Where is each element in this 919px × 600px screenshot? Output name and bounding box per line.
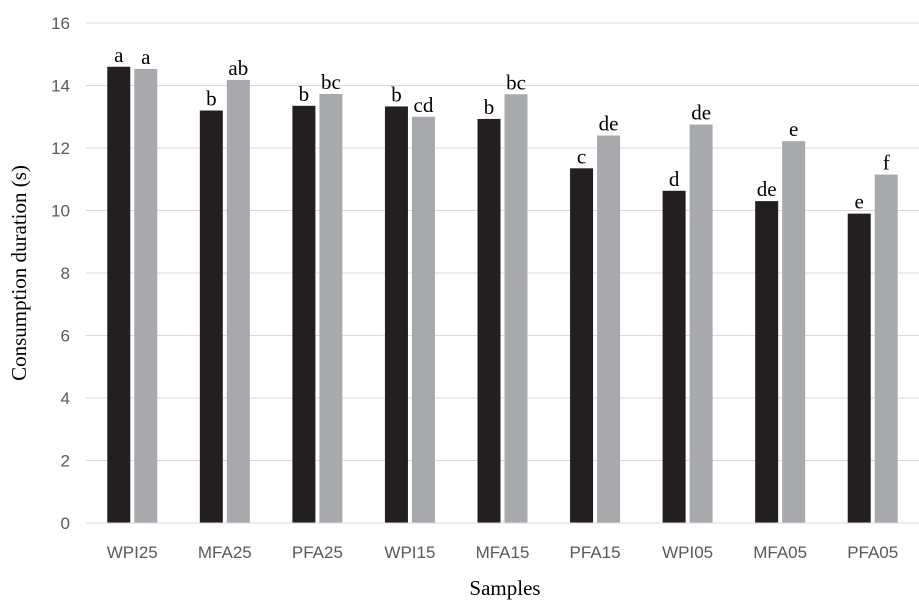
bar-label: de xyxy=(599,112,619,136)
bar-label: f xyxy=(883,151,890,175)
bar xyxy=(226,79,250,523)
bar-label: b xyxy=(206,87,217,111)
bar-label: c xyxy=(577,144,586,168)
y-tick-label: 10 xyxy=(51,202,70,221)
x-axis-title: Samples xyxy=(469,576,540,600)
bar-label: b xyxy=(299,82,310,106)
bar xyxy=(662,190,686,523)
gridlines xyxy=(86,22,919,461)
bar-label: e xyxy=(789,117,798,141)
bar-label: e xyxy=(855,190,864,214)
y-axis-title: Consumption duration (s) xyxy=(7,165,31,381)
bar-label: bc xyxy=(506,70,526,94)
bar-label: d xyxy=(669,167,680,191)
bar-label: a xyxy=(141,45,151,69)
bars xyxy=(107,66,898,523)
y-tick-label: 6 xyxy=(61,327,70,346)
x-tick-label: WPI15 xyxy=(384,543,435,562)
x-tick-label: MFA15 xyxy=(476,543,530,562)
bar xyxy=(292,105,316,523)
bar xyxy=(134,68,158,523)
x-tick-label: PFA05 xyxy=(847,543,898,562)
bar xyxy=(874,174,898,523)
y-tick-label: 14 xyxy=(51,77,70,96)
bar xyxy=(847,213,871,523)
bar xyxy=(755,201,779,523)
bar-label: b xyxy=(484,95,495,119)
bar-label: bc xyxy=(321,70,341,94)
bar-label: de xyxy=(757,177,777,201)
bar xyxy=(570,168,594,523)
x-tick-label: PFA15 xyxy=(570,543,621,562)
y-tick-label: 4 xyxy=(61,389,70,408)
bar xyxy=(107,66,131,523)
bar xyxy=(782,141,806,523)
bar-label: cd xyxy=(414,93,434,117)
y-axis-ticks: 0 2 4 6 8 10 12 14 16 xyxy=(51,14,70,533)
x-tick-label: MFA25 xyxy=(198,543,252,562)
bar xyxy=(477,118,501,523)
bar xyxy=(384,106,408,523)
bar-label: ab xyxy=(228,56,248,80)
x-axis-ticks: WPI25 MFA25 PFA25 WPI15 MFA15 PFA15 WPI05 MFA05… xyxy=(107,543,898,562)
bar-label: b xyxy=(391,82,402,106)
y-tick-label: 12 xyxy=(51,139,70,158)
bar xyxy=(689,124,713,523)
bar-label: de xyxy=(691,101,711,125)
y-tick-label: 2 xyxy=(61,452,70,471)
bar-label: a xyxy=(114,43,124,67)
bar xyxy=(411,116,435,523)
y-tick-label: 16 xyxy=(51,14,70,33)
x-tick-label: PFA25 xyxy=(292,543,343,562)
x-tick-label: WPI25 xyxy=(107,543,158,562)
y-tick-label: 0 xyxy=(61,514,70,533)
y-tick-label: 8 xyxy=(61,264,70,283)
bar xyxy=(597,135,621,523)
bar xyxy=(504,94,528,523)
x-tick-label: MFA05 xyxy=(753,543,807,562)
bar xyxy=(199,110,223,523)
x-tick-label: WPI05 xyxy=(662,543,713,562)
bar xyxy=(319,93,343,523)
